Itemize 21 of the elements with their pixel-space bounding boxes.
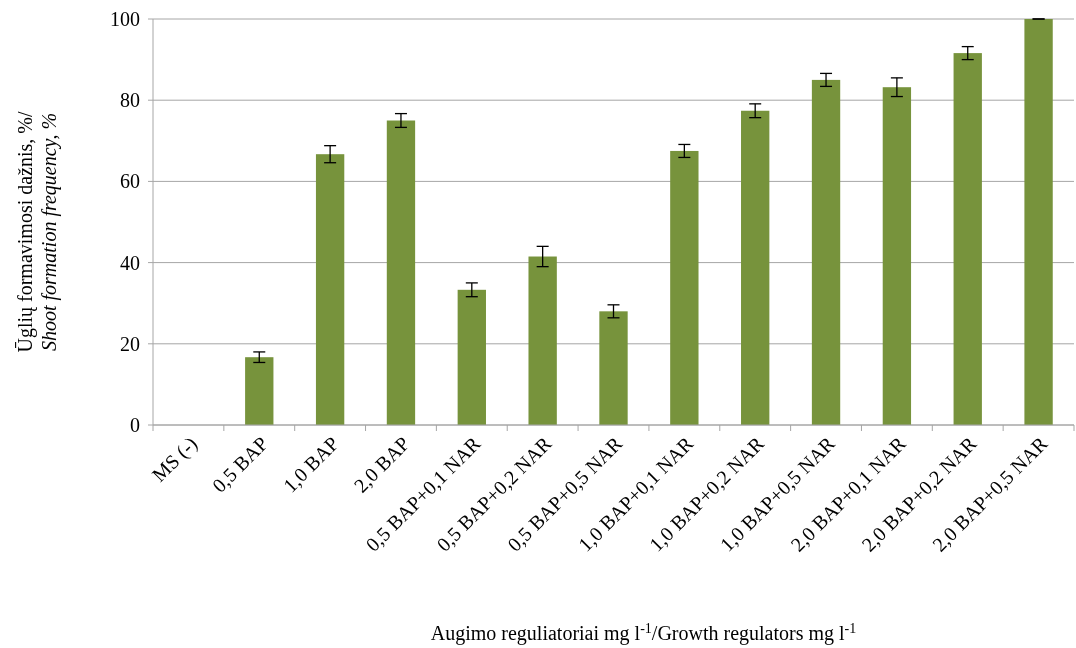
bar <box>670 150 699 425</box>
x-axis-title: Augimo reguliatoriai mg l$^{-1}$/Growth regulators mg l$^{-1}$ <box>430 620 857 645</box>
y-tick-label: 80 <box>120 89 140 112</box>
bar <box>245 357 274 425</box>
y-tick-label: 40 <box>120 251 140 274</box>
bar <box>599 311 628 425</box>
bar <box>1024 19 1053 425</box>
bar <box>457 289 486 425</box>
x-tick-label: MS (-) <box>147 432 202 487</box>
y-tick-label: 100 <box>110 8 140 30</box>
bar <box>315 154 345 425</box>
bar <box>811 79 841 425</box>
bar <box>741 110 770 425</box>
y-tick-label: 20 <box>120 332 140 355</box>
bar <box>882 87 912 425</box>
bar <box>386 120 416 425</box>
bar <box>953 53 982 425</box>
y-tick-label: 0 <box>130 414 140 436</box>
y-tick-label: 60 <box>120 170 140 193</box>
bar <box>528 256 557 425</box>
y-axis-title: Ūglių formavimosi dažnis, %/ Shoot formation frequency, % <box>14 111 61 353</box>
